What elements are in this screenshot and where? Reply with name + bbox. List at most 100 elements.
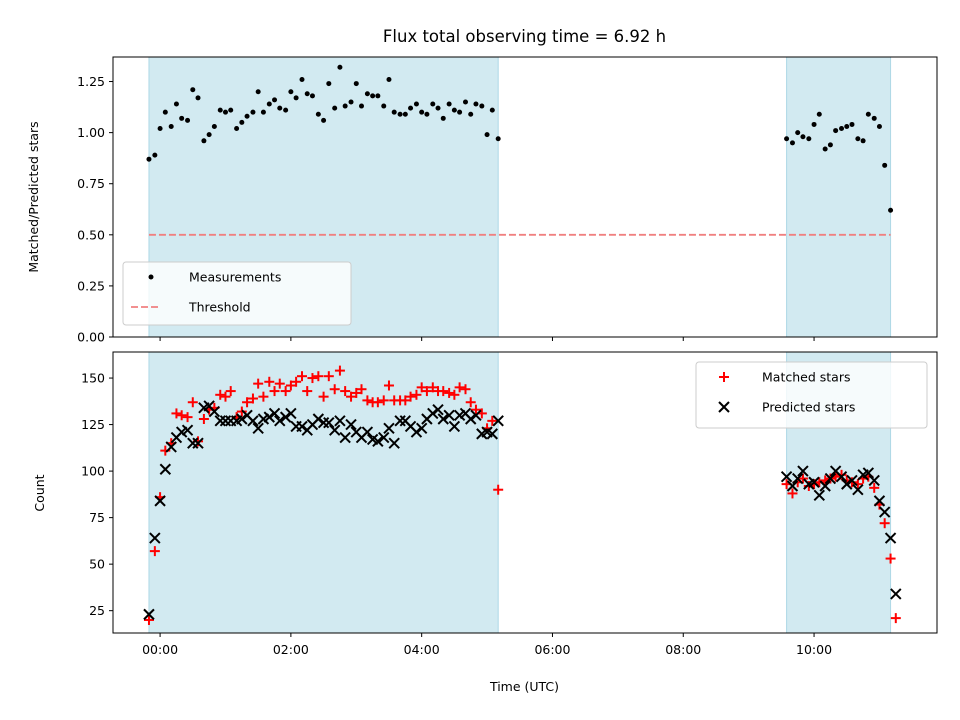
- data-point-x-36: [339, 431, 351, 444]
- data-point-plus-40: [362, 395, 373, 406]
- data-point-x-58-b: [459, 407, 472, 420]
- data-point-x-43: [378, 431, 390, 444]
- data-point-x-84: [884, 532, 897, 544]
- data-point-x-12: [208, 405, 221, 418]
- data-point-plus-31: [313, 371, 324, 382]
- data-point-x-75: [835, 470, 848, 483]
- data-point-dot-49: [413, 101, 419, 107]
- data-point-dot-2: [157, 126, 163, 132]
- data-point-x-80-b: [862, 467, 875, 479]
- data-point-dot-84: [888, 207, 894, 213]
- data-point-x-11-b: [203, 400, 215, 412]
- data-point-plus-36: [340, 386, 351, 397]
- data-point-dot-44: [386, 76, 392, 82]
- data-point-plus-29: [302, 386, 313, 397]
- y-axis-label-top: Matched/Predicted stars: [26, 121, 41, 272]
- data-point-dot-41: [370, 93, 376, 99]
- data-point-dot-6: [179, 115, 185, 121]
- x-tick-label: 00:00: [142, 642, 178, 657]
- data-point-x-38-b: [350, 426, 362, 438]
- data-point-x-72: [819, 480, 831, 492]
- data-point-dot-30: [309, 93, 315, 99]
- data-point-x-18-b: [241, 409, 253, 421]
- data-point-plus-10: [198, 413, 209, 424]
- data-point-plus-21: [258, 391, 269, 402]
- data-point-dot-20: [255, 89, 261, 95]
- legend-label: Predicted stars: [762, 400, 855, 415]
- data-point-x-82-b: [873, 495, 886, 507]
- data-point-x-14: [219, 415, 232, 427]
- y-tick-label: 0.50: [77, 227, 105, 242]
- data-point-x-52-b: [427, 407, 439, 420]
- data-point-x-32-b: [317, 417, 330, 429]
- data-point-plus-70: [809, 479, 820, 490]
- data-point-dot-11: [206, 132, 212, 138]
- data-point-dot-48: [408, 105, 414, 111]
- data-point-dot-29: [304, 91, 310, 97]
- data-point-x-4-b: [165, 441, 177, 453]
- data-point-plus-25: [280, 386, 291, 397]
- data-point-dot-75: [839, 126, 845, 132]
- data-point-x-34-b: [328, 424, 341, 436]
- data-point-x-56: [448, 420, 461, 433]
- data-point-dot-47: [402, 111, 408, 117]
- data-point-plus-42: [372, 397, 383, 408]
- data-point-dot-1: [152, 152, 158, 158]
- data-point-x-33-b: [323, 417, 335, 429]
- legend-key-dot: [148, 274, 154, 280]
- data-point-dot-69: [806, 136, 812, 142]
- data-point-x-25-b: [279, 411, 292, 423]
- legend-label: Matched stars: [762, 370, 850, 385]
- data-point-plus-26: [285, 380, 296, 391]
- data-point-plus-17: [236, 406, 247, 417]
- data-point-x-14-b: [219, 415, 232, 427]
- data-point-x-35-b: [334, 415, 346, 427]
- data-point-x-65-b: [780, 470, 793, 483]
- y-tick-label: 75: [89, 510, 105, 525]
- data-point-x-46: [394, 415, 406, 427]
- data-point-x-44: [383, 422, 395, 435]
- data-point-x-13-b: [214, 415, 226, 427]
- data-point-x-66: [786, 480, 799, 492]
- data-point-x-7: [181, 424, 194, 436]
- data-point-dot-16: [234, 126, 240, 132]
- data-point-dot-51: [424, 111, 430, 117]
- data-point-dot-3: [162, 109, 168, 115]
- data-point-dot-72: [822, 146, 828, 152]
- data-point-x-35: [334, 415, 346, 427]
- data-point-dot-63: [489, 107, 495, 113]
- data-point-dot-56: [451, 107, 457, 113]
- data-point-x-55: [443, 409, 455, 421]
- data-point-plus-52: [427, 382, 438, 393]
- data-point-dot-14: [222, 109, 228, 115]
- bottom-panel: 25 50 75 100 125 150 00:00 02:00 04:00 06:00 08:00…: [81, 351, 938, 657]
- data-point-dot-78: [855, 136, 861, 142]
- data-point-dot-25: [283, 107, 289, 113]
- data-point-x-83-b: [878, 506, 891, 518]
- data-point-dot-55: [446, 101, 452, 107]
- data-point-x-82: [873, 495, 886, 507]
- data-point-x-25: [279, 411, 292, 423]
- data-point-x-8-b: [187, 437, 199, 449]
- data-point-dot-76: [844, 123, 850, 129]
- legend-key-plus: [719, 372, 729, 382]
- data-point-dot-80: [865, 111, 871, 117]
- data-point-plus-38: [351, 387, 362, 398]
- data-point-plus-55: [444, 387, 455, 398]
- data-point-x-37-b: [345, 418, 357, 431]
- data-point-plus-35: [334, 365, 345, 376]
- data-point-dot-17: [239, 119, 245, 125]
- data-point-x-40: [361, 426, 374, 438]
- data-point-x-71-b: [813, 489, 825, 501]
- data-point-x-2-b: [154, 495, 166, 507]
- legend-label: Measurements: [189, 270, 281, 285]
- data-point-dot-82: [876, 123, 882, 129]
- data-point-x-53: [432, 403, 444, 416]
- data-point-x-22-b: [263, 411, 276, 423]
- data-point-plus-18: [242, 397, 253, 408]
- data-point-x-23-b: [268, 407, 281, 420]
- data-point-plus-24: [274, 378, 285, 389]
- data-point-x-68: [797, 465, 809, 477]
- data-point-x-54-b: [437, 413, 449, 425]
